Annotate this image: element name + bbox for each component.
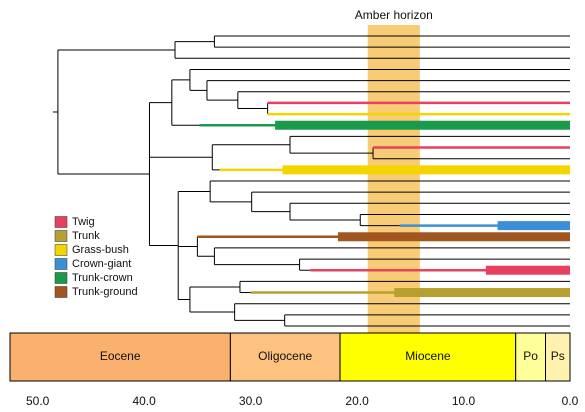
x-tick-label: 0.0: [562, 394, 579, 408]
legend-label: Trunk-crown: [72, 272, 133, 284]
amber-band: [367, 25, 420, 333]
trait-thick: [337, 232, 570, 242]
x-tick-label: 50.0: [26, 394, 50, 408]
x-tick-label: 30.0: [239, 394, 263, 408]
trait-thick: [485, 265, 570, 275]
legend-swatch: [54, 230, 68, 242]
legend-swatch: [54, 286, 68, 298]
epoch: [339, 332, 517, 382]
legend-swatch: [54, 258, 68, 270]
epoch-label: Miocene: [405, 349, 451, 363]
legend-label: Trunk: [72, 230, 100, 242]
x-tick-label: 40.0: [132, 394, 156, 408]
legend-label: Trunk-ground: [72, 286, 138, 298]
legend-label: Crown-giant: [72, 258, 131, 270]
epoch: [229, 332, 341, 382]
legend-label: Grass-bush: [72, 244, 129, 256]
legend-swatch: [54, 244, 68, 256]
epoch: [515, 332, 547, 382]
trait-thick: [394, 288, 570, 298]
legend-swatch: [54, 216, 68, 228]
legend-swatch: [54, 272, 68, 284]
trait-thick: [275, 120, 570, 130]
amber-label: Amber horizon: [355, 8, 433, 22]
x-tick-label: 20.0: [345, 394, 369, 408]
epoch-label: Oligocene: [258, 349, 312, 363]
legend-label: Twig: [72, 216, 95, 228]
epoch-label: Po: [523, 349, 538, 363]
trait-thick: [282, 165, 570, 175]
x-tick-label: 10.0: [452, 394, 476, 408]
epoch: [545, 332, 571, 382]
epoch-label: Eocene: [100, 349, 141, 363]
epoch-label: Ps: [551, 349, 565, 363]
trait-thick: [497, 221, 570, 231]
